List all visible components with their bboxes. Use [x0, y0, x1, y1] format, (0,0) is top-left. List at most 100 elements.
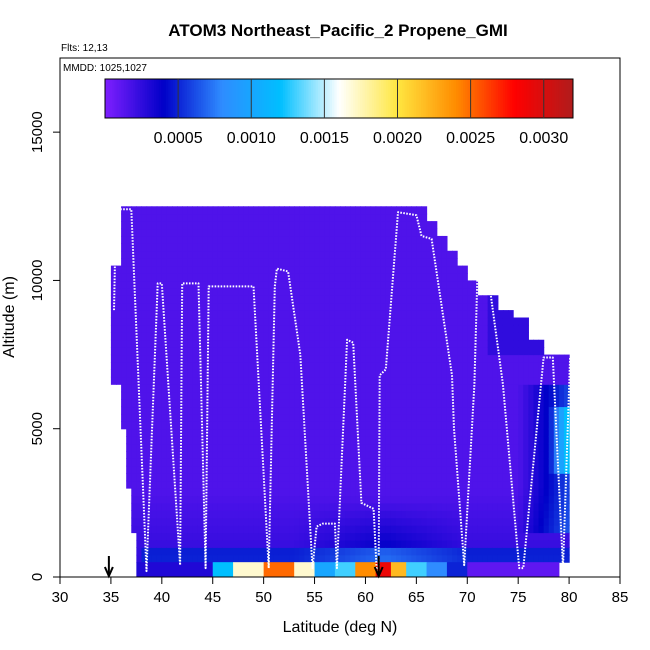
heatmap-cell [273, 354, 280, 363]
heatmap-cell [187, 221, 193, 230]
heatmap-cell [411, 480, 417, 489]
heatmap-cell [243, 302, 249, 311]
heatmap-cell [284, 221, 290, 230]
heatmap-cell [202, 258, 209, 267]
heatmap-cell [340, 332, 346, 341]
heatmap-cell [472, 480, 479, 489]
heatmap-cell [136, 369, 143, 378]
heatmap-cell [187, 421, 193, 430]
heatmap-cell [151, 206, 158, 215]
heatmap-cell [528, 376, 535, 385]
heatmap-cell [299, 332, 305, 341]
heatmap-cell [151, 317, 158, 326]
heatmap-cell [192, 480, 199, 489]
heatmap-cell [314, 317, 321, 326]
colorbar-cell [416, 79, 419, 118]
heatmap-cell [543, 465, 550, 474]
heatmap-cell [482, 369, 489, 378]
heatmap-cell [436, 347, 443, 356]
heatmap-cell [161, 525, 168, 534]
heatmap-cell [401, 399, 407, 408]
heatmap-cell [253, 354, 260, 363]
heatmap-cell [390, 458, 397, 467]
heatmap-cell [248, 488, 255, 497]
heatmap-cell [222, 532, 229, 541]
heatmap-cell [207, 406, 214, 415]
heatmap-cell [396, 539, 402, 548]
heatmap-cell [436, 384, 443, 393]
heatmap-cell [431, 473, 438, 482]
heatmap-cell [202, 428, 209, 437]
heatmap-cell [355, 406, 361, 415]
heatmap-cell [177, 250, 183, 259]
heatmap-cell [334, 354, 341, 363]
heatmap-cell [365, 332, 372, 341]
heatmap-cell [411, 354, 417, 363]
heatmap-cell [375, 250, 382, 259]
heatmap-cell [233, 280, 239, 289]
heatmap-cell [370, 250, 377, 259]
heatmap-cell [401, 324, 407, 333]
heatmap-cell [294, 287, 300, 296]
heatmap-cell [385, 317, 392, 326]
heatmap-cell [278, 235, 285, 244]
heatmap-cell [202, 235, 209, 244]
heatmap-cell [502, 399, 509, 408]
colorbar-cell [240, 79, 244, 118]
heatmap-cell [457, 369, 463, 378]
heatmap-cell [146, 310, 153, 319]
heatmap-cell [131, 510, 137, 519]
heatmap-cell [370, 502, 377, 511]
heatmap-cell [141, 517, 148, 526]
heatmap-cell [360, 406, 367, 415]
colorbar-cell [317, 79, 321, 118]
heatmap-cell [263, 369, 270, 378]
heatmap-cell [131, 517, 137, 526]
heatmap-cell [146, 228, 153, 237]
heatmap-cell [126, 280, 132, 289]
heatmap-cell [294, 510, 300, 519]
heatmap-cell [126, 213, 132, 222]
heatmap-cell [146, 250, 153, 259]
heatmap-cell [278, 361, 285, 370]
heatmap-cell [273, 539, 280, 548]
heatmap-cell [462, 384, 468, 393]
heatmap-cell [304, 317, 311, 326]
heatmap-cell [253, 258, 260, 267]
heatmap-cell [452, 458, 458, 467]
heatmap-cell [523, 339, 529, 348]
heatmap-cell [472, 547, 479, 556]
heatmap-cell [538, 369, 545, 378]
heatmap-cell [370, 317, 377, 326]
heatmap-cell [431, 339, 438, 348]
heatmap-cell [416, 413, 423, 422]
heatmap-cell [477, 295, 484, 304]
heatmap-cell [141, 480, 148, 489]
heatmap-cell [304, 443, 311, 452]
heatmap-cell [452, 436, 458, 445]
heatmap-cell [375, 206, 382, 215]
heatmap-cell [166, 399, 173, 408]
heatmap-cell [110, 347, 117, 356]
heatmap-cell [131, 206, 137, 215]
heatmap-cell [172, 525, 178, 534]
heatmap-cell [406, 354, 412, 363]
heatmap-cell [314, 295, 321, 304]
heatmap-cell [294, 450, 300, 459]
colorbar-cell [392, 79, 396, 118]
heatmap-cell [243, 532, 249, 541]
heatmap-cell [492, 376, 499, 385]
heatmap-cell [345, 250, 351, 259]
heatmap-cell [340, 465, 346, 474]
heatmap-cell [472, 332, 479, 341]
heatmap-cell [564, 391, 570, 400]
heatmap-cell [278, 295, 285, 304]
heatmap-cell [350, 488, 356, 497]
heatmap-cell [355, 532, 361, 541]
heatmap-cell [533, 465, 540, 474]
heatmap-cell [304, 391, 311, 400]
heatmap-cell [238, 384, 244, 393]
heatmap-cell [375, 235, 382, 244]
heatmap-cell [126, 443, 132, 452]
heatmap-cell [548, 354, 555, 363]
